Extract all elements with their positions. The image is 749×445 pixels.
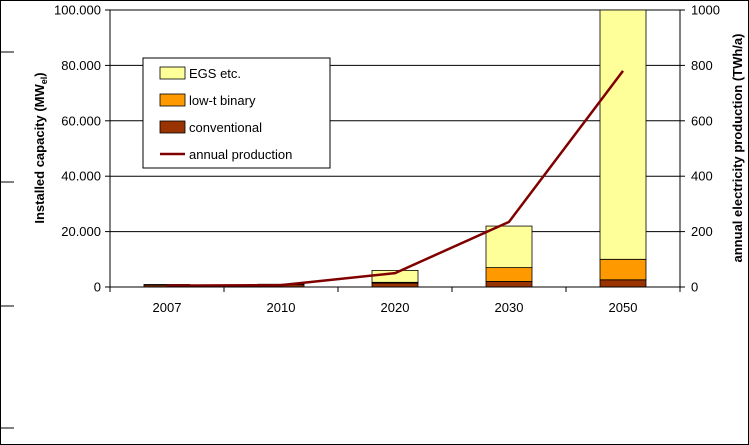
line-series	[166, 70, 624, 287]
bar-low-t-binary-2030	[485, 267, 533, 282]
legend: EGS etc. low-t binary conventional annual p…	[159, 66, 292, 162]
y-left-tick-label: 80.000	[61, 58, 101, 73]
y-left-title-main: Installed capacity (MW	[32, 83, 47, 223]
left-ticks: 0 20.000 40.000 60.000 80.000 100.000	[54, 3, 110, 295]
x-tick-label: 2020	[381, 300, 410, 315]
x-tick-label: 2010	[267, 300, 296, 315]
bar-conventional-2030	[485, 281, 533, 288]
legend-label-conventional: conventional	[189, 120, 262, 135]
y-left-tick-label: 20.000	[61, 224, 101, 239]
y-left-tick-label: 40.000	[61, 169, 101, 184]
legend-label-low-t-binary: low-t binary	[189, 93, 256, 108]
y-right-axis-title: annual electricity production (TWh/a)	[730, 34, 745, 263]
legend-swatch-egs-etc-	[159, 66, 186, 80]
legend-swatch-low-t-binary	[159, 93, 186, 107]
bar-egs-etc--2030	[485, 225, 533, 269]
x-ticks: 2007 2010 2020 2030 2050	[109, 287, 681, 315]
x-tick-label: 2030	[495, 300, 524, 315]
y-right-tick-label: 400	[691, 169, 713, 184]
y-right-tick-label: 200	[691, 224, 713, 239]
bar-egs-etc--2050	[599, 9, 647, 260]
y-left-tick-label: 60.000	[61, 113, 101, 128]
y-right-tick-label: 1000	[691, 3, 720, 18]
y-left-tick-label: 100.000	[54, 3, 101, 18]
y-right-tick-label: 800	[691, 58, 713, 73]
legend-label-egs-etc-: EGS etc.	[189, 66, 241, 81]
y-right-tick-label: 0	[691, 280, 698, 295]
y-left-tick-label: 0	[94, 280, 101, 295]
y-left-axis-title: Installed capacity (MWel)	[32, 72, 49, 223]
line-annual-production	[166, 70, 624, 287]
bar-conventional-2020	[371, 282, 419, 288]
legend-swatch-conventional	[159, 120, 186, 134]
bar-low-t-binary-2050	[599, 258, 647, 281]
y-left-title-end: )	[32, 72, 47, 76]
y-left-title-sub: el	[39, 77, 49, 85]
right-ticks: 0 200 400 600 800 1000	[680, 3, 720, 295]
x-tick-label: 2050	[609, 300, 638, 315]
y-right-tick-label: 600	[691, 113, 713, 128]
x-tick-label: 2007	[153, 300, 182, 315]
legend-label-annual-production: annual production	[189, 147, 292, 162]
bar-conventional-2050	[599, 279, 647, 288]
